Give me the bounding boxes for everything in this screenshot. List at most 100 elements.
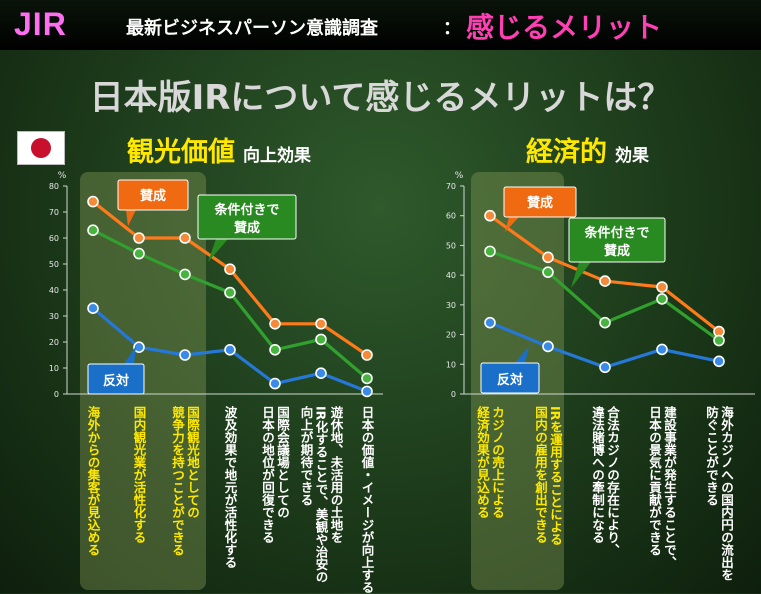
chart1-callout-oppose-pointer (124, 346, 136, 364)
chart2-legend-approve: 賛成 (527, 195, 553, 211)
chart1-title: 観光価値 向上効果 (127, 130, 311, 169)
chart1-y-tick-label: 80 (49, 182, 59, 191)
chart2-series-oppose-point (713, 355, 725, 368)
chart1-y-tick-label: 50 (49, 260, 59, 269)
chart1-series-approve-point (269, 317, 281, 330)
chart2-series-approve-point (599, 275, 611, 287)
chart2-y-tick-label: 0 (451, 390, 456, 399)
chart2-legend-oppose: 反対 (497, 372, 523, 388)
header-colon: ： (443, 18, 461, 39)
chart2-series-conditional-point (656, 293, 668, 305)
chart2-series-oppose-point (484, 316, 496, 329)
header-bar (0, 0, 761, 50)
chart1-category-label: 国内観光業が活性化する (131, 406, 147, 544)
chart2-series-approve-point (656, 281, 668, 293)
chart2-callout-conditional-pointer (571, 262, 591, 288)
chart1-legend-oppose: 反対 (103, 373, 129, 389)
chart2-y-tick-label: 30 (446, 301, 456, 310)
chart1-title-main: 観光価値 (127, 137, 235, 168)
chart1-series-conditional-point (87, 224, 99, 236)
chart1-series-oppose-point (87, 302, 99, 315)
chart1-y-tick-label: 40 (49, 286, 59, 295)
chart1-series-oppose-point (361, 385, 373, 398)
chart2-callout-approve-pointer (505, 217, 519, 232)
chart1-y-tick-label: 70 (49, 208, 59, 217)
chart1-series-conditional-point (361, 372, 373, 385)
chart2-category-label: IRを運用することによる 国内の雇用を創出できる (533, 406, 563, 546)
chart1-title-sub: 向上効果 (243, 146, 311, 166)
chart1-series-oppose-point (315, 367, 327, 380)
chart1-series-oppose-point (179, 349, 191, 361)
chart2-category-label: 海外カジノへの国内円の流出を 防ぐことができる (704, 406, 734, 581)
chart2-title-main: 経済的 (526, 137, 607, 168)
chart1-category-label: 日本の価値・イメージが向上する (359, 406, 375, 594)
chart2-y-tick-label: 40 (446, 271, 456, 280)
chart1-series-approve-point (315, 317, 327, 330)
chart1-callout-approve-box (117, 179, 189, 211)
chart1-category-label: 国際観光地としての 競争力を持つことができる (170, 406, 200, 556)
page-title: 日本版IRについて感じるメリットは？ (89, 78, 672, 118)
chart1-series-approve-point (224, 263, 236, 276)
chart1-category-label: 海外からの集客が見込める (85, 406, 101, 556)
chart1-series-approve-point (87, 195, 99, 208)
chart1-callout-conditional-box (197, 194, 297, 240)
chart2-category-label: 合法カジノの存在により、 違法賭博への牽制になる (590, 406, 620, 556)
chart2-unit-label: % (455, 171, 464, 181)
chart1-series-conditional-point (224, 286, 236, 299)
chart2-series-oppose-point (542, 340, 554, 353)
brand-logo: JIR (14, 6, 67, 42)
chart1-series-oppose-point (224, 343, 236, 356)
chart1-legend-conditional: 条件付きで (214, 202, 279, 218)
chart2-series-conditional-point (599, 316, 611, 329)
chart1-series-oppose-point (133, 341, 145, 354)
chart1-y-tick-label: 10 (49, 364, 59, 373)
header-accent-title: 感じるメリット (466, 11, 663, 44)
chart1-callout-conditional-pointer (208, 239, 228, 262)
chart2-y-tick-label: 50 (446, 241, 456, 250)
chart2-y-tick-label: 60 (446, 212, 456, 221)
chart1-y-tick-label: 0 (54, 390, 59, 399)
chart2-title-sub: 効果 (615, 146, 649, 166)
chart1-y-tick-label: 20 (49, 338, 59, 347)
chart2-y-tick-label: 70 (446, 182, 456, 191)
chart1-series-approve-point (179, 232, 191, 244)
chart1-unit-label: % (58, 171, 67, 181)
chart1-series-approve-point (361, 349, 373, 361)
chart2-callout-oppose-pointer (515, 346, 529, 363)
chart1-y-tick-label: 60 (49, 234, 59, 243)
chart2-legend-conditional: 条件付きで (584, 225, 649, 241)
japan-flag-icon (17, 131, 65, 165)
chart1-series-approve-point (133, 232, 145, 244)
chart2-y-tick-label: 10 (446, 360, 456, 369)
chart2-series-approve-point (484, 209, 496, 222)
chart2-callout-approve-box (503, 186, 577, 218)
chart2-callout-oppose-box (480, 362, 540, 394)
chart1-series-conditional-point (315, 333, 327, 346)
chart2-series-conditional-point (542, 266, 554, 278)
chart1-legend-approve: 賛成 (140, 188, 166, 204)
chart2-category-label: カジノの売上による 経済効果が見込める (475, 406, 505, 519)
chart1-y-tick-label: 30 (49, 312, 59, 321)
chart1-category-label: 波及効果で地元が活性化する (222, 406, 238, 569)
header-label: 最新ビジネスパーソン意識調査 (126, 18, 378, 39)
chart1-series-conditional-point (133, 247, 145, 260)
chart2-title: 経済的 効果 (526, 130, 649, 169)
chart2-series-conditional-point (713, 334, 725, 347)
chart2-series-conditional-point (484, 245, 496, 258)
chart1-series-conditional-point (269, 343, 281, 356)
chart1-category-label: 遊休地、未活用の土地を IR化することで、美観や治安の 向上が期待できる (298, 406, 344, 583)
chart2-series-oppose-point (599, 361, 611, 374)
chart2-series-approve-point (542, 251, 554, 264)
chart1-callout-oppose-box (87, 363, 145, 395)
chart1-series-oppose-point (269, 377, 281, 390)
chart2-callout-conditional-box (568, 217, 666, 263)
chart2-legend-conditional: 賛成 (604, 243, 630, 259)
chart2-y-tick-label: 20 (446, 331, 456, 340)
chart1-series-conditional-point (179, 268, 191, 281)
chart1-category-label: 国際会議場としての 日本の地位が回復できる (260, 406, 290, 544)
chart1-legend-conditional: 賛成 (234, 220, 260, 236)
chart2-category-label: 建設事業が発生することで、 日本の景気に貢献ができる (647, 406, 677, 569)
chart2-series-oppose-point (656, 343, 668, 356)
